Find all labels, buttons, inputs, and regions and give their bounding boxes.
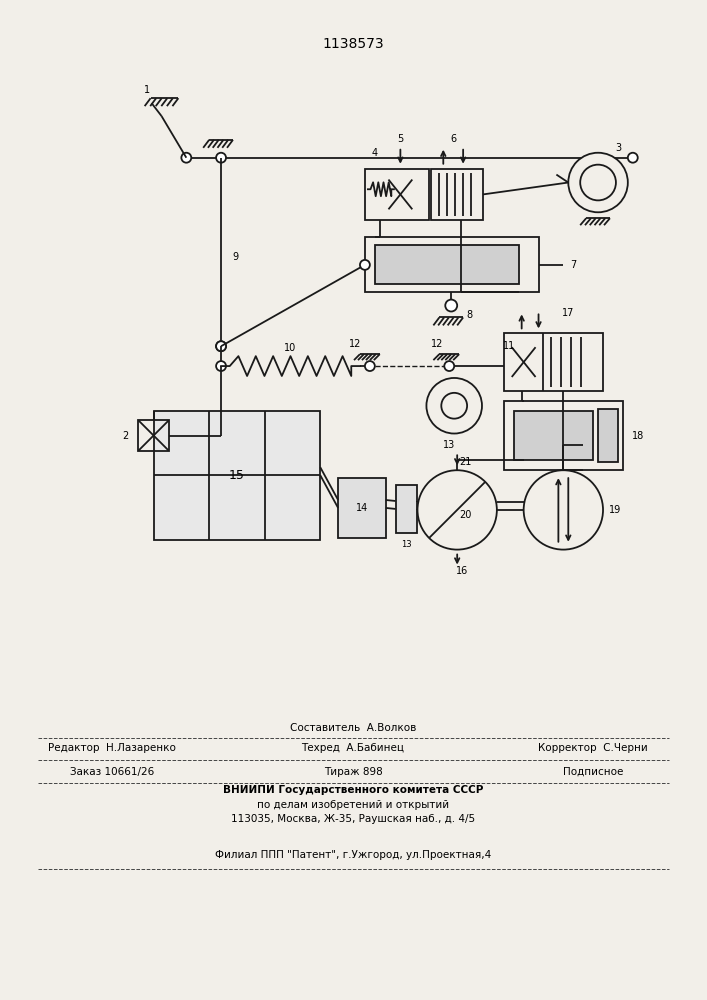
Text: 13: 13 [443, 440, 455, 450]
Text: Филиал ППП "Патент", г.Ужгород, ул.Проектная,4: Филиал ППП "Патент", г.Ужгород, ул.Проек… [215, 850, 491, 860]
Bar [431, 169, 483, 220]
Text: 3: 3 [615, 143, 621, 153]
Text: 6: 6 [450, 134, 456, 144]
Text: 21: 21 [459, 457, 472, 467]
Circle shape [426, 378, 482, 434]
Text: Редактор  Н.Лазаренко: Редактор Н.Лазаренко [48, 743, 176, 753]
Text: 2: 2 [123, 431, 129, 441]
Bar [365, 237, 539, 292]
Text: 5: 5 [397, 134, 404, 144]
Text: 1138573: 1138573 [322, 37, 384, 51]
Text: по делам изобретений и открытий: по делам изобретений и открытий [257, 800, 449, 810]
Text: Тираж 898: Тираж 898 [324, 767, 382, 777]
Circle shape [216, 341, 226, 351]
Text: Составитель  А.Волков: Составитель А.Волков [290, 723, 416, 733]
Text: Заказ 10661/26: Заказ 10661/26 [70, 767, 154, 777]
Text: 10: 10 [284, 343, 297, 353]
Circle shape [580, 165, 616, 200]
Bar [504, 401, 623, 470]
Text: 15: 15 [229, 469, 245, 482]
Text: 8: 8 [466, 310, 472, 320]
Bar [153, 411, 320, 540]
Text: 9: 9 [232, 252, 238, 262]
Circle shape [216, 361, 226, 371]
Bar [396, 485, 418, 533]
Text: 17: 17 [562, 308, 575, 318]
Text: 1: 1 [144, 85, 150, 95]
Text: 11: 11 [503, 341, 515, 351]
Bar [138, 420, 170, 451]
Bar [375, 245, 519, 284]
Text: 20: 20 [459, 510, 472, 520]
Circle shape [216, 153, 226, 163]
Text: 13: 13 [402, 540, 412, 549]
Circle shape [524, 470, 603, 550]
Circle shape [628, 153, 638, 163]
Bar [338, 478, 386, 538]
Circle shape [568, 153, 628, 212]
Text: Подписное: Подписное [563, 767, 624, 777]
Text: 14: 14 [356, 503, 368, 513]
Circle shape [445, 300, 457, 311]
Text: 19: 19 [609, 505, 621, 515]
Text: Техред  А.Бабинец: Техред А.Бабинец [301, 743, 404, 753]
Bar [514, 411, 593, 460]
Circle shape [182, 153, 192, 163]
Circle shape [360, 260, 370, 270]
Circle shape [418, 470, 497, 550]
Text: 7: 7 [570, 260, 576, 270]
Circle shape [365, 361, 375, 371]
Bar [598, 409, 618, 462]
Circle shape [444, 361, 454, 371]
Text: 12: 12 [349, 339, 361, 349]
Text: 113035, Москва, Ж-35, Раушская наб., д. 4/5: 113035, Москва, Ж-35, Раушская наб., д. … [231, 814, 475, 824]
Text: 4: 4 [372, 148, 378, 158]
Text: Корректор  С.Черни: Корректор С.Черни [538, 743, 648, 753]
Text: ВНИИПИ Государственного комитета СССР: ВНИИПИ Государственного комитета СССР [223, 785, 483, 795]
Text: 12: 12 [431, 339, 443, 349]
Circle shape [216, 341, 226, 351]
Circle shape [441, 393, 467, 419]
Bar [365, 169, 429, 220]
Text: 16: 16 [456, 566, 468, 576]
Bar [504, 333, 603, 391]
Text: 18: 18 [631, 431, 644, 441]
